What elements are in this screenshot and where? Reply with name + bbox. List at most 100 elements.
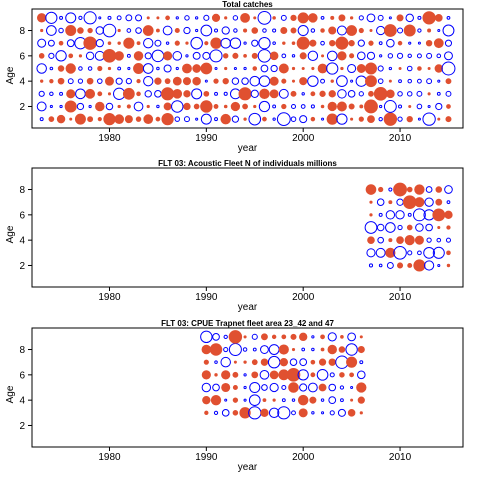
data-point (393, 246, 407, 260)
data-point (221, 382, 231, 393)
data-point (280, 14, 287, 21)
data-point (330, 79, 334, 83)
data-point (65, 25, 77, 37)
data-point (386, 38, 395, 48)
data-point (95, 39, 104, 48)
y-tick-label: 8 (19, 345, 25, 356)
data-point (126, 104, 131, 109)
data-point (377, 14, 384, 21)
data-point (172, 76, 182, 86)
data-point (445, 78, 452, 85)
data-point (403, 24, 416, 37)
data-point (243, 335, 247, 339)
data-point (291, 41, 296, 45)
data-point (172, 51, 183, 61)
data-point (95, 101, 105, 112)
data-point (388, 200, 393, 205)
data-point (396, 14, 404, 22)
data-point (414, 235, 424, 245)
data-point (446, 104, 451, 109)
data-point (377, 65, 384, 72)
data-point (408, 104, 412, 108)
data-point (135, 116, 142, 122)
data-point (249, 381, 261, 394)
data-point (232, 385, 238, 390)
data-point (251, 371, 259, 379)
data-point (297, 394, 309, 406)
data-point (396, 236, 404, 245)
data-point (379, 104, 383, 109)
data-point (378, 212, 383, 217)
data-point (151, 49, 165, 63)
data-point (336, 25, 347, 36)
data-point (368, 263, 374, 268)
data-point (201, 370, 211, 380)
data-point (350, 386, 354, 389)
data-point (350, 398, 354, 402)
data-point (183, 90, 191, 98)
y-tick-label: 6 (19, 210, 25, 221)
plot-frame (31, 167, 464, 288)
data-point (426, 237, 432, 243)
data-point (97, 65, 103, 72)
data-point (414, 184, 425, 195)
data-point (329, 40, 336, 47)
data-point (74, 113, 86, 125)
data-point (310, 91, 316, 97)
data-point (125, 78, 132, 85)
data-point (278, 88, 289, 99)
y-tick-label: 2 (19, 102, 25, 113)
y-tick-label: 6 (19, 51, 25, 62)
data-point (174, 40, 180, 46)
x-tick-label: 2000 (292, 133, 315, 144)
data-point (358, 116, 364, 122)
data-point (233, 360, 237, 364)
data-point (297, 12, 309, 24)
data-point (243, 117, 247, 121)
data-point (142, 25, 154, 36)
data-point (310, 372, 316, 378)
data-point (228, 330, 243, 344)
data-point (165, 41, 170, 45)
data-point (49, 104, 53, 109)
data-point (437, 29, 441, 33)
data-point (156, 104, 160, 109)
data-point (326, 113, 338, 125)
data-point (320, 398, 325, 402)
data-point (307, 50, 319, 62)
data-point (155, 116, 161, 122)
data-point (357, 345, 365, 354)
data-point (38, 53, 45, 59)
data-point (407, 263, 413, 268)
data-point (220, 37, 232, 49)
data-point (414, 197, 425, 208)
x-tick-label: 1980 (98, 292, 121, 303)
data-point (276, 112, 291, 127)
data-point (281, 384, 287, 391)
data-point (297, 24, 309, 37)
data-point (377, 78, 384, 84)
data-point (336, 75, 348, 88)
data-point (369, 29, 373, 33)
data-point (340, 66, 344, 71)
data-point (407, 212, 412, 217)
data-point (397, 224, 403, 231)
data-point (114, 114, 125, 124)
x-tick-label: 2010 (389, 452, 412, 463)
data-point (55, 50, 67, 62)
data-point (161, 87, 175, 101)
data-point (321, 54, 325, 58)
data-point (78, 54, 83, 58)
data-point (105, 102, 114, 111)
data-point (103, 113, 116, 126)
data-point (417, 15, 422, 20)
data-point (356, 64, 366, 73)
data-point (221, 26, 230, 35)
data-point (204, 410, 209, 415)
data-point (328, 90, 336, 98)
data-point (228, 343, 242, 357)
data-point (213, 78, 219, 84)
data-point (269, 382, 279, 393)
data-point (328, 383, 337, 392)
data-point (417, 250, 422, 256)
